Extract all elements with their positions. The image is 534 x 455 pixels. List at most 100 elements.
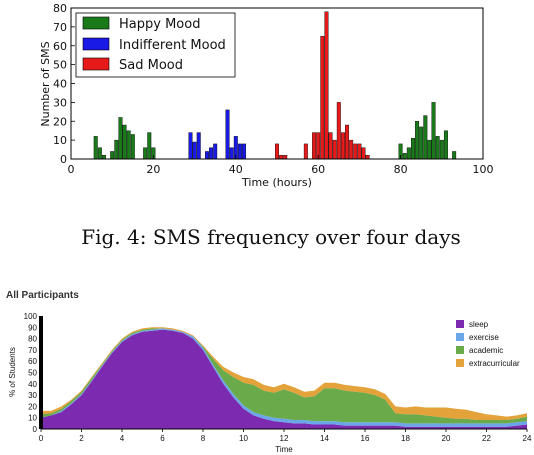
sms-bar: [443, 130, 448, 160]
activity-y-tick-label: 10: [28, 414, 37, 423]
sms-bar: [439, 139, 444, 160]
activity-x-ticks: 0 2 4 6 8 10 12 14 16 18 20 22 24: [39, 429, 532, 443]
sms-y-tick-label: 80: [53, 2, 67, 15]
sms-bar: [196, 132, 201, 160]
activity-y-axis-label: % of Students: [8, 347, 17, 397]
sms-bar: [242, 143, 247, 160]
sms-bar: [204, 151, 209, 160]
sms-bar: [97, 147, 102, 160]
sms-frequency-chart: 0 20 40 60 80 100 0 10 20 30 40 50 60 70 80 Time (hou…: [39, 2, 494, 189]
activity-x-tick-label: 4: [120, 434, 125, 443]
activity-y-tick-label: 0: [33, 425, 38, 434]
activity-y-tick-label: 60: [28, 357, 37, 366]
sms-bar: [415, 121, 420, 160]
all-participants-chart: All Participants 0 2 4 6 8 10 12 14 16 18 20 22 24 0…: [6, 290, 532, 454]
activity-y-tick-label: 100: [24, 312, 38, 321]
legend-swatch-sleep: [456, 320, 464, 328]
sms-y-tick-label: 30: [53, 96, 67, 109]
activity-x-tick-label: 8: [201, 434, 206, 443]
sms-legend: Happy Mood Indifferent Mood Sad Mood: [75, 12, 236, 78]
sms-bar: [110, 151, 115, 160]
activity-y-tick-label: 20: [28, 402, 37, 411]
sms-bar: [427, 139, 432, 160]
sms-x-tick-label: 40: [229, 163, 243, 176]
sms-bar: [332, 139, 337, 160]
activity-y-tick-label: 70: [28, 346, 37, 355]
sms-y-tick-label: 20: [53, 115, 67, 128]
sms-bar: [147, 132, 152, 160]
sms-y-tick-label: 70: [53, 21, 67, 34]
sms-bar: [435, 136, 440, 160]
sms-y-tick-label: 0: [60, 153, 67, 166]
figure-caption: Fig. 4: SMS frequency over four days: [81, 225, 461, 249]
legend-label-indifferent: Indifferent Mood: [119, 38, 226, 53]
sms-bar: [101, 155, 106, 160]
activity-x-tick-label: 0: [39, 434, 44, 443]
area-sleep: [41, 329, 527, 429]
sms-bar: [225, 109, 230, 160]
sms-bar: [209, 147, 214, 160]
sms-bar: [361, 147, 366, 160]
activity-x-tick-label: 6: [160, 434, 165, 443]
sms-y-axis-label: Number of SMS: [39, 41, 52, 126]
legend-swatch-happy: [82, 16, 110, 30]
sms-x-tick-label: 80: [394, 163, 408, 176]
legend-label-happy: Happy Mood: [119, 17, 200, 32]
sms-bar: [213, 143, 218, 160]
legend-swatch-extracurricular: [456, 359, 464, 367]
sms-bar: [237, 143, 242, 160]
legend-label-exercise: exercise: [469, 333, 499, 342]
sms-bar: [431, 102, 436, 160]
all-participants-title: All Participants: [6, 290, 79, 301]
activity-x-tick-label: 12: [280, 434, 289, 443]
sms-x-tick-label: 60: [311, 163, 325, 176]
legend-swatch-academic: [456, 346, 464, 354]
sms-x-ticks: 0 20 40 60 80 100: [68, 155, 494, 176]
sms-bar: [130, 134, 135, 160]
sms-bar: [410, 138, 415, 160]
sms-bar: [283, 155, 288, 160]
sms-x-tick-label: 20: [146, 163, 160, 176]
sms-bar: [93, 136, 98, 160]
legend-label-sleep: sleep: [469, 320, 489, 329]
activity-x-tick-label: 22: [482, 434, 491, 443]
sms-bar: [192, 141, 197, 160]
legend-label-academic: academic: [469, 346, 503, 355]
activity-x-tick-label: 20: [442, 434, 451, 443]
activity-y-tick-label: 50: [28, 369, 37, 378]
sms-bar: [340, 132, 345, 160]
sms-bar: [419, 126, 424, 160]
sms-y-tick-label: 50: [53, 59, 67, 72]
activity-y-tick-label: 30: [28, 391, 37, 400]
activity-x-tick-label: 10: [239, 434, 248, 443]
legend-label-sad: Sad Mood: [119, 58, 183, 73]
sms-bar: [122, 124, 127, 160]
sms-bar: [126, 130, 131, 160]
legend-label-extracurricular: extracurricular: [469, 359, 520, 368]
sms-bar: [114, 139, 119, 160]
sms-y-tick-label: 40: [53, 78, 67, 91]
sms-x-tick-label: 100: [473, 163, 494, 176]
sms-bar: [336, 102, 341, 160]
sms-bar: [188, 132, 193, 160]
sms-bar: [452, 151, 457, 160]
sms-bar: [345, 124, 350, 160]
sms-bar: [312, 132, 317, 160]
sms-bar: [402, 153, 407, 160]
sms-bar: [143, 147, 148, 160]
sms-bar: [118, 117, 123, 160]
sms-bar: [303, 143, 308, 160]
sms-y-tick-label: 10: [53, 134, 67, 147]
sms-bar: [328, 132, 333, 160]
activity-y-tick-label: 40: [28, 380, 37, 389]
activity-x-tick-label: 14: [320, 434, 329, 443]
sms-bar: [423, 115, 428, 160]
sms-x-tick-label: 0: [68, 163, 75, 176]
activity-x-tick-label: 16: [361, 434, 370, 443]
activity-y-ticks: 0 10 20 30 40 50 60 70 80 90 100: [24, 312, 38, 434]
sms-bar: [349, 139, 354, 160]
sms-bar: [279, 155, 284, 160]
sms-bar: [320, 36, 325, 160]
area-academic: [41, 328, 527, 424]
activity-y-tick-label: 80: [28, 335, 37, 344]
